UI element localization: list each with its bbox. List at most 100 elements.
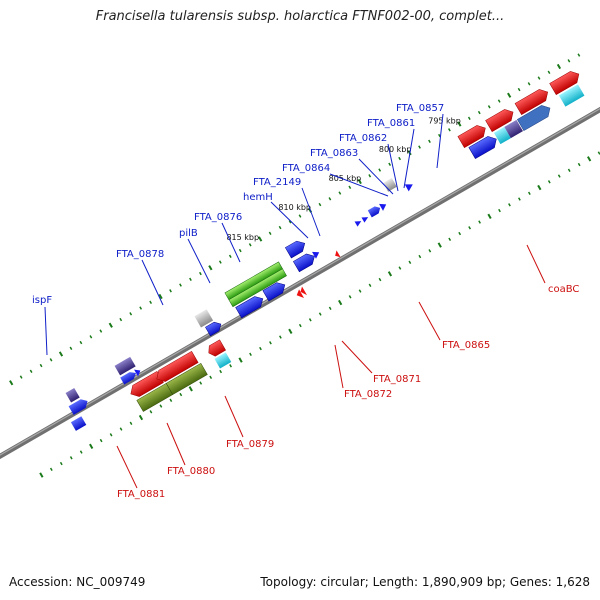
outer-tick: [79, 340, 83, 345]
cds-red-1: [457, 125, 486, 149]
outer-tick: [328, 197, 332, 201]
inner-tick: [298, 323, 302, 328]
inner-tick: [587, 156, 592, 162]
inner-tick: [89, 443, 94, 449]
cds-forward-small-cluster: [354, 178, 413, 227]
inner-tick: [358, 289, 362, 293]
outer-tick: [368, 174, 372, 178]
inner-tick: [547, 180, 551, 184]
inner-tick: [557, 174, 561, 178]
label-hemH: hemH: [243, 192, 273, 203]
inner-tick: [437, 242, 442, 248]
inner-tick: [527, 191, 531, 195]
genome-backbone: [0, 70, 600, 496]
leader-FTA_0857: [436, 113, 444, 169]
inner-tick: [428, 249, 432, 253]
label-FTA_0871: FTA_0871: [373, 374, 421, 385]
inner-tick: [159, 404, 163, 408]
scale-label: 795 kbp: [428, 116, 461, 125]
inner-tick: [518, 197, 521, 201]
cds-purple-left: [65, 387, 80, 403]
outer-tick: [418, 145, 421, 149]
outer-tick: [228, 254, 232, 258]
tick-track-inner: [39, 151, 600, 478]
outer-tick: [29, 369, 33, 373]
topology-text: Topology: circular; Length: 1,890,909 bp…: [260, 575, 590, 589]
cds-forward-hemH: [284, 240, 320, 273]
outer-tick: [268, 231, 272, 235]
inner-tick: [398, 266, 402, 270]
leader-FTA_0878: [141, 259, 164, 306]
cds-blue-right-1: [468, 136, 497, 160]
leader-FTA_0861: [403, 128, 415, 189]
map-title: Francisella tularensis subsp. holarctica…: [95, 9, 505, 24]
inner-tick: [378, 277, 382, 282]
cds-hemH: [284, 240, 306, 259]
accession-text: Accession: NC_009749: [9, 575, 146, 589]
inner-tick: [119, 427, 123, 431]
inner-tick: [368, 283, 372, 287]
outer-tick: [378, 168, 382, 172]
leader-FTA_0864: [329, 173, 389, 197]
inner-tick: [39, 472, 44, 478]
inner-tick: [219, 369, 223, 374]
outer-tick: [457, 121, 462, 127]
label-coaBC: coaBC: [548, 284, 579, 295]
cds-small-5: [404, 184, 413, 192]
cds-blue-right-2: [516, 105, 551, 132]
outer-tick: [208, 265, 213, 271]
inner-tick: [129, 421, 133, 425]
inner-tick: [567, 168, 571, 172]
leader-ispF: [44, 306, 48, 356]
inner-tick: [149, 410, 153, 414]
label-FTA_0879: FTA_0879: [226, 439, 274, 450]
cds-red-0880-2: [156, 350, 199, 382]
inner-tick: [448, 237, 452, 241]
label-FTA_2149: FTA_2149: [253, 177, 301, 188]
scale-labels: 795 kbp 800 kbp 805 kbp 810 kbp 815 kbp: [226, 116, 461, 242]
cds-red-0872: [296, 289, 305, 298]
inner-tick: [387, 271, 393, 277]
cds-red-0871: [300, 286, 307, 296]
inner-tick: [109, 433, 113, 437]
inner-tick: [179, 392, 183, 397]
cds-cyan-right: [493, 126, 511, 145]
outer-tick: [318, 202, 322, 207]
inner-tick: [209, 375, 213, 379]
outer-tick: [218, 260, 222, 264]
inner-tick: [69, 456, 73, 460]
outer-tick: [348, 185, 352, 189]
cds-reverse-0871: [296, 286, 307, 298]
outer-tick: [248, 243, 252, 247]
cds-small-1: [354, 221, 362, 227]
cds-gray-0878: [194, 309, 214, 328]
inner-tick: [348, 295, 352, 299]
outer-tick: [278, 225, 282, 230]
outer-tick: [507, 92, 512, 98]
inner-tick: [238, 357, 243, 363]
outer-tick: [139, 306, 143, 310]
label-FTA_0878: FTA_0878: [116, 249, 164, 260]
inner-tick: [229, 364, 232, 368]
inner-tick: [478, 220, 481, 224]
label-FTA_0861: FTA_0861: [367, 118, 415, 129]
label-FTA_0863: FTA_0863: [310, 148, 358, 159]
inner-tick: [79, 450, 83, 454]
outer-tick: [477, 110, 481, 115]
leader-FTA_0863: [358, 158, 394, 195]
inner-tick: [269, 341, 272, 345]
cds-blue-0878: [205, 321, 222, 337]
outer-tick: [158, 293, 163, 300]
outer-tick: [577, 53, 581, 57]
cds-hemH-2: [292, 253, 315, 273]
tick-track-outer: [9, 53, 581, 386]
cds-purple-right: [504, 119, 523, 139]
outer-tick: [39, 363, 43, 368]
leader-FTA_0872: [334, 344, 344, 389]
outer-tick: [189, 277, 192, 281]
scale-label: 810 kbp: [278, 203, 311, 212]
inner-tick: [458, 231, 462, 236]
cds-red-0880-1: [130, 370, 164, 397]
inner-tick: [577, 162, 581, 167]
inner-tick: [249, 352, 252, 356]
